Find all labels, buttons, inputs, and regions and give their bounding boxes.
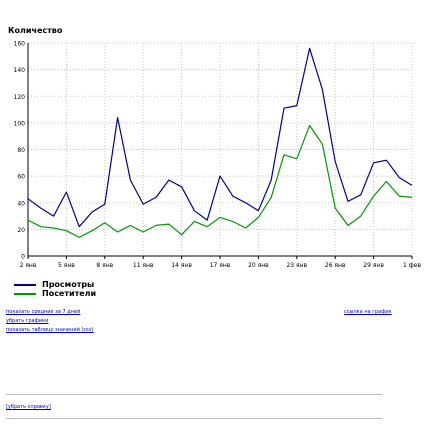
y-tick-label: 80 <box>17 147 25 154</box>
x-tick-label: 2 янв <box>20 262 37 269</box>
y-tick-label: 100 <box>14 120 26 127</box>
show-averages-link[interactable]: показать средние за 7 дней <box>6 309 81 315</box>
legend-swatch-views <box>14 283 36 286</box>
series-line-views <box>27 47 413 228</box>
x-tick-label: 5 янв <box>58 262 75 269</box>
legend: Просмотры Посетители <box>14 280 96 298</box>
x-tick-label: 20 янв <box>248 262 269 269</box>
x-tick-label: 17 янв <box>210 262 231 269</box>
y-tick-label: 60 <box>17 174 25 181</box>
legend-item-views: Просмотры <box>14 280 96 289</box>
x-tick-label: 14 янв <box>171 262 192 269</box>
divider-bottom <box>6 418 383 419</box>
x-tick-label: 26 янв <box>325 262 346 269</box>
graph-link[interactable]: ссылка на график <box>344 309 392 315</box>
show-table-link[interactable]: показать таблицу значений (csv) <box>6 327 94 333</box>
x-tick-label: 1 фев <box>403 262 422 269</box>
hide-graphs-link[interactable]: убрать графики <box>6 318 49 324</box>
x-tick-label: 23 янв <box>286 262 307 269</box>
legend-label-views: Просмотры <box>42 280 95 289</box>
chart: Количество 0 20 40 60 80 100 120 140 160 2 янв 5 ян… <box>8 26 422 269</box>
y-tick-label: 120 <box>14 94 26 101</box>
legend-swatch-visitors <box>14 292 36 295</box>
legend-item-visitors: Посетители <box>14 289 96 298</box>
y-tick-label: 20 <box>17 227 25 234</box>
divider-top <box>6 394 383 395</box>
x-tick-label: 11 янв <box>133 262 154 269</box>
series-line-visitors <box>27 124 413 238</box>
x-tick-label: 8 янв <box>96 262 113 269</box>
y-tick-label: 160 <box>14 41 26 48</box>
legend-label-visitors: Посетители <box>42 289 97 298</box>
hide-report-link[interactable]: [убрать справку] <box>6 404 51 410</box>
y-tick-label: 40 <box>17 200 25 207</box>
y-tick-label: 140 <box>14 67 26 74</box>
chart-title: Количество <box>8 26 63 35</box>
x-tick-label: 29 янв <box>363 262 384 269</box>
y-tick-label: 0 <box>21 254 25 261</box>
